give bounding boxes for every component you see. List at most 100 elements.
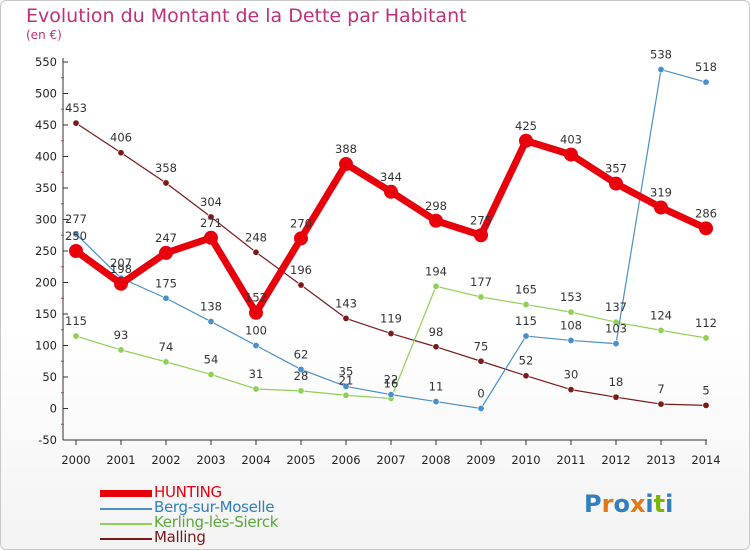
data-label: 31 bbox=[249, 367, 264, 381]
data-point bbox=[342, 314, 350, 322]
data-label: 74 bbox=[159, 340, 174, 354]
data-label: 304 bbox=[200, 195, 222, 209]
data-label: 108 bbox=[560, 318, 582, 332]
data-label: 28 bbox=[294, 369, 309, 383]
data-point bbox=[699, 221, 713, 236]
data-label: 538 bbox=[650, 48, 672, 62]
data-point bbox=[69, 244, 83, 258]
data-label: 175 bbox=[155, 276, 177, 290]
data-label: 425 bbox=[515, 119, 537, 133]
legend-swatch bbox=[100, 523, 152, 525]
data-point bbox=[654, 200, 668, 215]
data-label: 403 bbox=[560, 133, 582, 147]
data-label: 112 bbox=[695, 316, 717, 330]
data-label: 7 bbox=[657, 382, 664, 396]
data-label: 247 bbox=[155, 231, 177, 245]
data-point bbox=[159, 245, 173, 260]
chart-unit: (en €) bbox=[26, 28, 62, 42]
data-point bbox=[432, 398, 440, 406]
data-label: 30 bbox=[564, 368, 579, 382]
y-tick-label: 300 bbox=[35, 213, 57, 227]
data-label: 119 bbox=[380, 312, 402, 326]
data-label: 152 bbox=[245, 291, 267, 305]
data-point bbox=[297, 281, 305, 289]
data-label: 124 bbox=[650, 308, 672, 322]
data-point bbox=[252, 248, 260, 256]
data-point bbox=[117, 346, 125, 354]
data-label: 358 bbox=[155, 161, 177, 175]
data-label: 143 bbox=[335, 296, 357, 310]
legend-swatch bbox=[100, 508, 152, 510]
y-tick-label: 400 bbox=[35, 150, 57, 164]
data-point bbox=[432, 343, 440, 351]
data-point bbox=[342, 382, 350, 390]
data-point bbox=[387, 391, 395, 399]
data-point bbox=[162, 179, 170, 187]
data-label: 388 bbox=[335, 142, 357, 156]
data-point bbox=[657, 66, 665, 74]
legend-swatch bbox=[100, 490, 152, 497]
data-point bbox=[519, 133, 533, 148]
x-tick-label: 2006 bbox=[331, 453, 360, 467]
data-point bbox=[162, 294, 170, 302]
data-point bbox=[657, 400, 665, 408]
data-label: 93 bbox=[114, 328, 129, 342]
proxiti-logo: Proxiti bbox=[584, 490, 673, 518]
x-tick-label: 2002 bbox=[151, 453, 180, 467]
chart-title: Evolution du Montant de la Dette par Hab… bbox=[26, 5, 467, 27]
data-label: 11 bbox=[429, 380, 444, 394]
data-label: 16 bbox=[384, 376, 399, 390]
data-label: 198 bbox=[110, 262, 132, 276]
logo-letter: i bbox=[645, 490, 654, 518]
data-point bbox=[252, 385, 260, 393]
x-tick-label: 2012 bbox=[601, 453, 630, 467]
x-tick-label: 2010 bbox=[511, 453, 540, 467]
data-label: 54 bbox=[204, 352, 219, 366]
data-label: 153 bbox=[560, 290, 582, 304]
data-label: 137 bbox=[605, 300, 627, 314]
y-tick-label: -50 bbox=[38, 433, 57, 447]
data-point bbox=[702, 78, 710, 86]
data-label: 194 bbox=[425, 264, 447, 278]
data-label: 250 bbox=[65, 229, 87, 243]
data-point bbox=[522, 372, 530, 380]
y-tick-label: 250 bbox=[35, 244, 57, 258]
data-label: 406 bbox=[110, 131, 132, 145]
data-point bbox=[477, 404, 485, 412]
logo-letter: P bbox=[584, 490, 602, 518]
data-label: 22 bbox=[384, 373, 399, 387]
x-tick-label: 2000 bbox=[61, 453, 90, 467]
line-chart: -500501001502002503003504004505005502000… bbox=[35, 48, 721, 467]
x-tick-label: 2011 bbox=[556, 453, 585, 467]
logo-letter: r bbox=[601, 490, 614, 518]
data-point bbox=[162, 358, 170, 366]
data-label: 344 bbox=[380, 170, 402, 184]
legend-label: Berg-sur-Moselle bbox=[154, 498, 275, 516]
data-label: 207 bbox=[110, 256, 132, 270]
data-point bbox=[384, 184, 398, 199]
logo-letter: i bbox=[665, 490, 674, 518]
data-label: 115 bbox=[515, 314, 537, 328]
data-label: 248 bbox=[245, 230, 267, 244]
data-point bbox=[522, 332, 530, 340]
data-point bbox=[72, 230, 80, 238]
logo-letter: x bbox=[629, 490, 646, 518]
data-point bbox=[477, 293, 485, 301]
data-point bbox=[249, 305, 263, 320]
data-point bbox=[342, 391, 350, 399]
data-point bbox=[114, 276, 128, 291]
data-label: 319 bbox=[650, 186, 672, 200]
data-label: 52 bbox=[519, 354, 534, 368]
data-point bbox=[207, 370, 215, 378]
data-label: 18 bbox=[609, 375, 624, 389]
data-point bbox=[207, 318, 215, 326]
data-point bbox=[252, 341, 260, 349]
data-point bbox=[612, 393, 620, 401]
legend-label: Kerling-lès-Sierck bbox=[154, 513, 279, 531]
data-label: 270 bbox=[290, 216, 312, 230]
data-label: 21 bbox=[339, 373, 354, 387]
data-point bbox=[387, 330, 395, 338]
logo-letter: o bbox=[613, 490, 630, 518]
data-label: 196 bbox=[290, 263, 312, 277]
